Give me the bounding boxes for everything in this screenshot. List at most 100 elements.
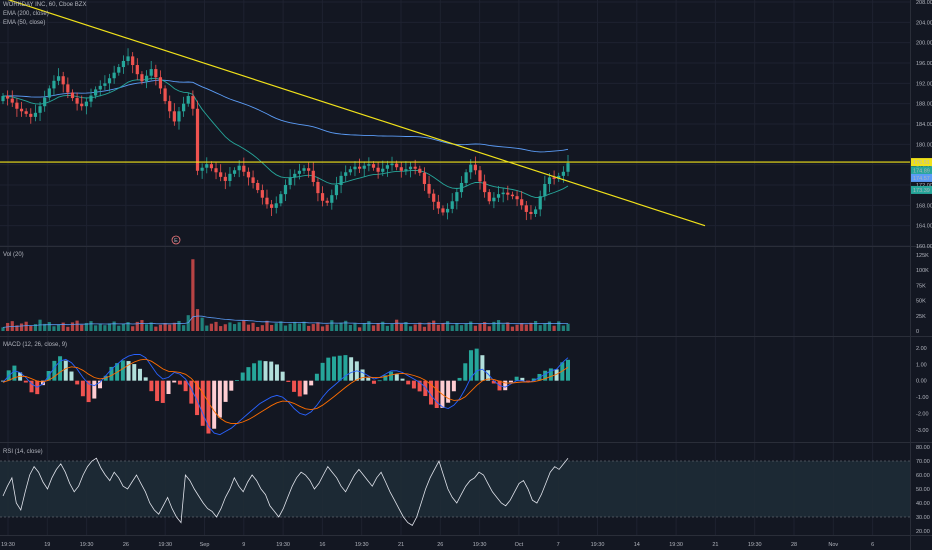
candle-body: [232, 170, 237, 174]
macd-histogram-bar: [303, 380, 308, 395]
x-tick-label: Oct: [515, 542, 524, 548]
earnings-marker[interactable]: [171, 235, 181, 245]
ema-50-line: [2, 77, 569, 199]
macd-histogram-bar: [29, 380, 34, 393]
candle-body: [506, 192, 510, 195]
volume-bar: [418, 322, 422, 331]
volume-bar: [547, 321, 552, 331]
volume-bar: [256, 326, 260, 331]
price-tick-label: 188.00: [916, 102, 932, 108]
macd-histogram-bar: [400, 378, 405, 381]
volume-bar: [70, 322, 75, 331]
volume-bar: [15, 325, 19, 331]
price-tick-label: 160.00: [916, 244, 932, 250]
candle-body: [140, 74, 144, 82]
ema-200-legend[interactable]: EMA (200, close): [3, 11, 49, 17]
macd-histogram-bar: [320, 362, 325, 381]
volume-bar: [163, 322, 167, 331]
volume-bar: [302, 321, 306, 331]
candle-body: [121, 60, 126, 68]
volume-bar: [357, 327, 362, 331]
macd-line: [2, 354, 569, 436]
macd-histogram-bar: [394, 374, 399, 381]
macd-histogram-bar: [212, 380, 217, 429]
candle-body: [24, 111, 28, 114]
candle-body: [205, 164, 209, 168]
volume-bar: [524, 324, 528, 331]
volume-bar: [543, 323, 547, 331]
macd-tick-label: -2.00: [916, 411, 929, 417]
price-tick-label: 184.00: [916, 122, 932, 128]
rsi-legend[interactable]: RSI (14, close): [3, 449, 43, 455]
volume-bar: [376, 323, 380, 331]
candle-body: [533, 209, 538, 214]
volume-bar: [107, 323, 112, 331]
volume-bar: [381, 321, 385, 331]
candle-body: [566, 163, 570, 172]
macd-histogram-bar: [371, 380, 376, 384]
candle-body: [154, 69, 158, 78]
candle-body: [279, 194, 283, 204]
macd-histogram-bar: [468, 350, 473, 381]
candle-body: [483, 181, 487, 193]
macd-histogram-bar: [274, 364, 279, 381]
macd-histogram-bar: [126, 361, 131, 381]
volume-bar: [362, 322, 366, 331]
macd-histogram-bar: [98, 380, 103, 389]
candle-body: [61, 76, 65, 85]
candle-body: [357, 166, 362, 169]
candle-body: [112, 72, 116, 79]
rsi-pane[interactable]: [0, 457, 910, 526]
rsi-tick-label: 60.00: [916, 473, 930, 479]
candle-body: [117, 67, 121, 73]
candle-body: [311, 170, 315, 182]
descending-trendline[interactable]: [0, 0, 706, 227]
volume-bar: [177, 320, 181, 331]
volume-bar: [520, 322, 524, 331]
macd-histogram-bar: [166, 380, 171, 395]
price-pane[interactable]: E: [0, 0, 910, 245]
volume-bar: [154, 326, 158, 331]
candle-body: [385, 165, 389, 169]
macd-histogram-bar: [52, 360, 57, 381]
macd-histogram-bar: [429, 380, 434, 405]
volume-bar: [33, 324, 38, 331]
price-label-text: 174.57: [913, 176, 930, 182]
volume-bar: [533, 320, 538, 331]
candle-body: [15, 102, 19, 109]
ema-50-legend[interactable]: EMA (50, close): [3, 20, 46, 26]
x-tick-label: 9: [242, 542, 245, 548]
volume-bar: [61, 322, 65, 331]
candle-body: [381, 168, 385, 172]
volume-pane[interactable]: [1, 259, 570, 331]
volume-bar: [103, 325, 107, 331]
macd-histogram-bar: [92, 380, 97, 399]
macd-legend[interactable]: MACD (12, 26, close, 9): [3, 342, 68, 348]
candle-body: [455, 192, 459, 202]
candle-body: [376, 167, 380, 172]
symbol-title[interactable]: WORKDAY INC, 60, Cboe BZX: [3, 2, 87, 8]
macd-histogram-bar: [189, 380, 194, 404]
rsi-tick-label: 30.00: [916, 515, 930, 521]
volume-bar: [529, 322, 533, 331]
volume-bar: [552, 325, 556, 331]
x-tick-label: Sep: [200, 542, 210, 548]
volume-bar: [311, 324, 315, 331]
macd-histogram-bar: [177, 380, 182, 385]
price-tick-label: 208.00: [916, 0, 932, 6]
candle-body: [228, 173, 232, 181]
macd-histogram-bar: [137, 368, 142, 381]
candle-body: [496, 194, 501, 198]
volume-bar: [492, 321, 496, 331]
macd-pane[interactable]: [1, 348, 570, 436]
macd-histogram-bar: [491, 380, 496, 384]
candle-body: [158, 77, 163, 89]
candle-body: [251, 177, 255, 183]
macd-histogram-bar: [12, 365, 17, 381]
volume-bar: [385, 325, 389, 331]
volume-legend[interactable]: Vol (20): [3, 252, 24, 258]
candle-body: [427, 183, 431, 194]
volume-bar: [80, 324, 84, 331]
candle-body: [390, 163, 394, 166]
